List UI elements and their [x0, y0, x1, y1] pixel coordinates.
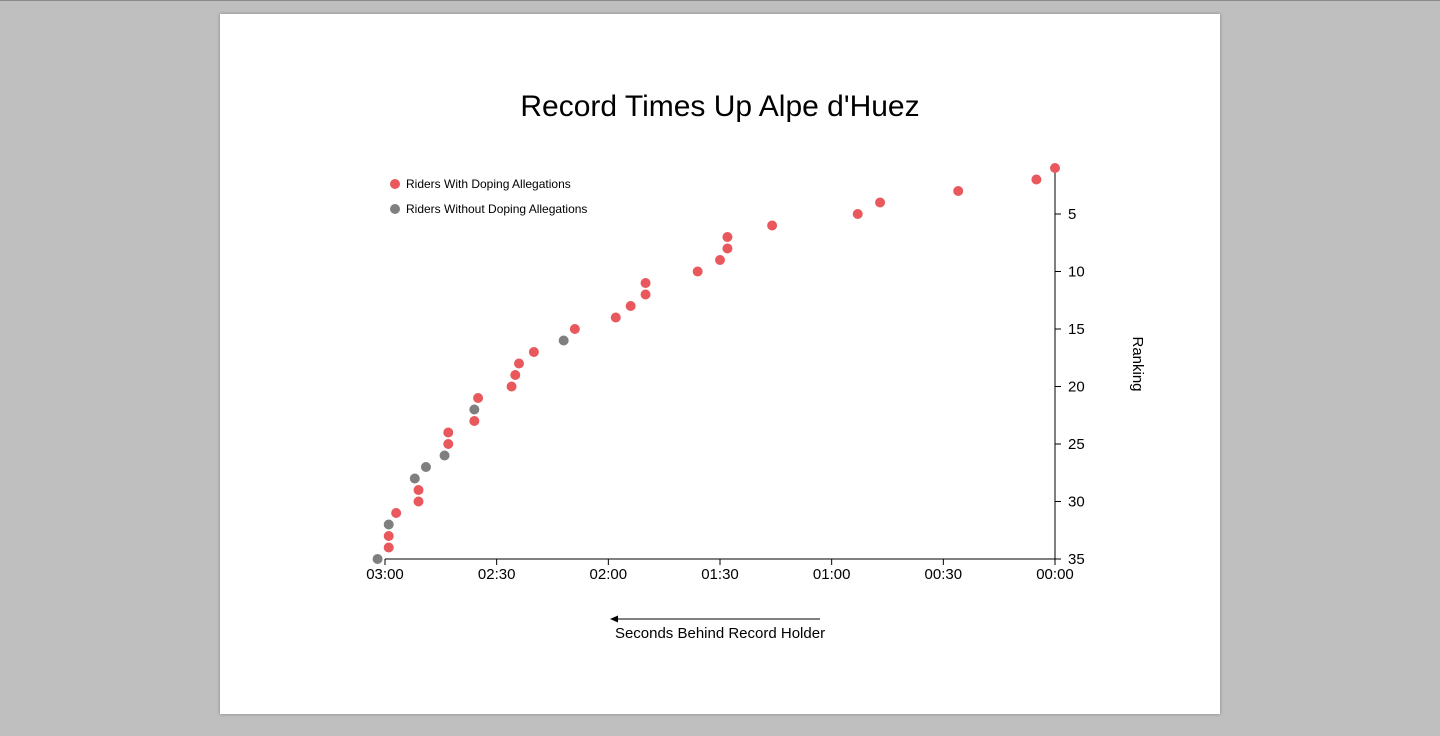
data-point [610, 312, 621, 323]
data-point [420, 462, 431, 472]
x-axis-arrow-head [610, 615, 618, 623]
data-point [625, 301, 636, 311]
axis-labels: Seconds Behind Record Holder Ranking [610, 336, 1146, 642]
axes: 03:00 02:30 02:00 01:30 01:00 00:30 00:00 5 10 15… [366, 168, 1085, 583]
data-point [953, 186, 964, 196]
data-point [413, 496, 424, 507]
data-point [372, 554, 383, 564]
x-tick-label: 01:00 [813, 566, 851, 583]
data-point [439, 450, 450, 461]
data-point [473, 393, 484, 403]
data-point [510, 370, 521, 380]
y-tick-label: 30 [1068, 494, 1085, 511]
legend-label: Riders With Doping Allegations [406, 177, 571, 191]
x-tick-label: 03:00 [366, 566, 404, 583]
data-point [722, 243, 733, 254]
data-point [469, 416, 480, 426]
data-point [767, 220, 778, 231]
data-point [383, 531, 394, 541]
data-point [1050, 163, 1060, 173]
y-tick-label: 35 [1068, 551, 1085, 568]
data-point [722, 232, 733, 242]
data-point [469, 404, 480, 415]
data-points [372, 163, 1060, 564]
data-point [1031, 174, 1042, 185]
data-point [506, 381, 517, 392]
x-tick-label: 02:00 [590, 566, 628, 583]
legend-label: Riders Without Doping Allegations [406, 202, 587, 216]
data-point [383, 519, 394, 530]
x-tick-label: 00:00 [1036, 566, 1074, 583]
y-tick-label: 5 [1068, 206, 1076, 223]
x-tick-label: 00:30 [925, 566, 963, 583]
y-axis-label: Ranking [1129, 336, 1146, 391]
data-point [715, 255, 725, 265]
data-point [640, 289, 651, 300]
data-point [692, 266, 703, 277]
data-point [569, 324, 580, 334]
data-point [514, 358, 524, 369]
data-point [852, 209, 863, 219]
scatter-plot: 03:00 02:30 02:00 01:30 01:00 00:30 00:00 5 10 15… [366, 163, 1146, 642]
legend-marker [390, 204, 400, 214]
chart-title: Record Times Up Alpe d'Huez [520, 90, 920, 123]
data-point [383, 542, 394, 553]
x-tick-label: 01:30 [701, 566, 739, 583]
y-tick-label: 20 [1068, 379, 1085, 396]
data-point [875, 197, 886, 208]
data-point [391, 508, 402, 518]
legend-marker [390, 179, 400, 189]
data-point [443, 439, 454, 449]
data-point [413, 485, 424, 495]
y-tick-label: 25 [1068, 436, 1085, 453]
data-point [558, 335, 569, 346]
y-tick-label: 10 [1068, 264, 1085, 281]
data-point [443, 427, 454, 438]
x-axis-label: Seconds Behind Record Holder [615, 625, 825, 642]
data-point [409, 473, 420, 484]
data-point [640, 278, 651, 288]
chart-card: Record Times Up Alpe d'Huez 03:00 02:30 02… [220, 14, 1220, 714]
x-tick-label: 02:30 [478, 566, 516, 583]
legend: Riders With Doping Allegations Riders Wit… [390, 177, 587, 216]
y-tick-label: 15 [1068, 321, 1085, 338]
data-point [528, 347, 539, 357]
window-top-border [0, 0, 1440, 1]
